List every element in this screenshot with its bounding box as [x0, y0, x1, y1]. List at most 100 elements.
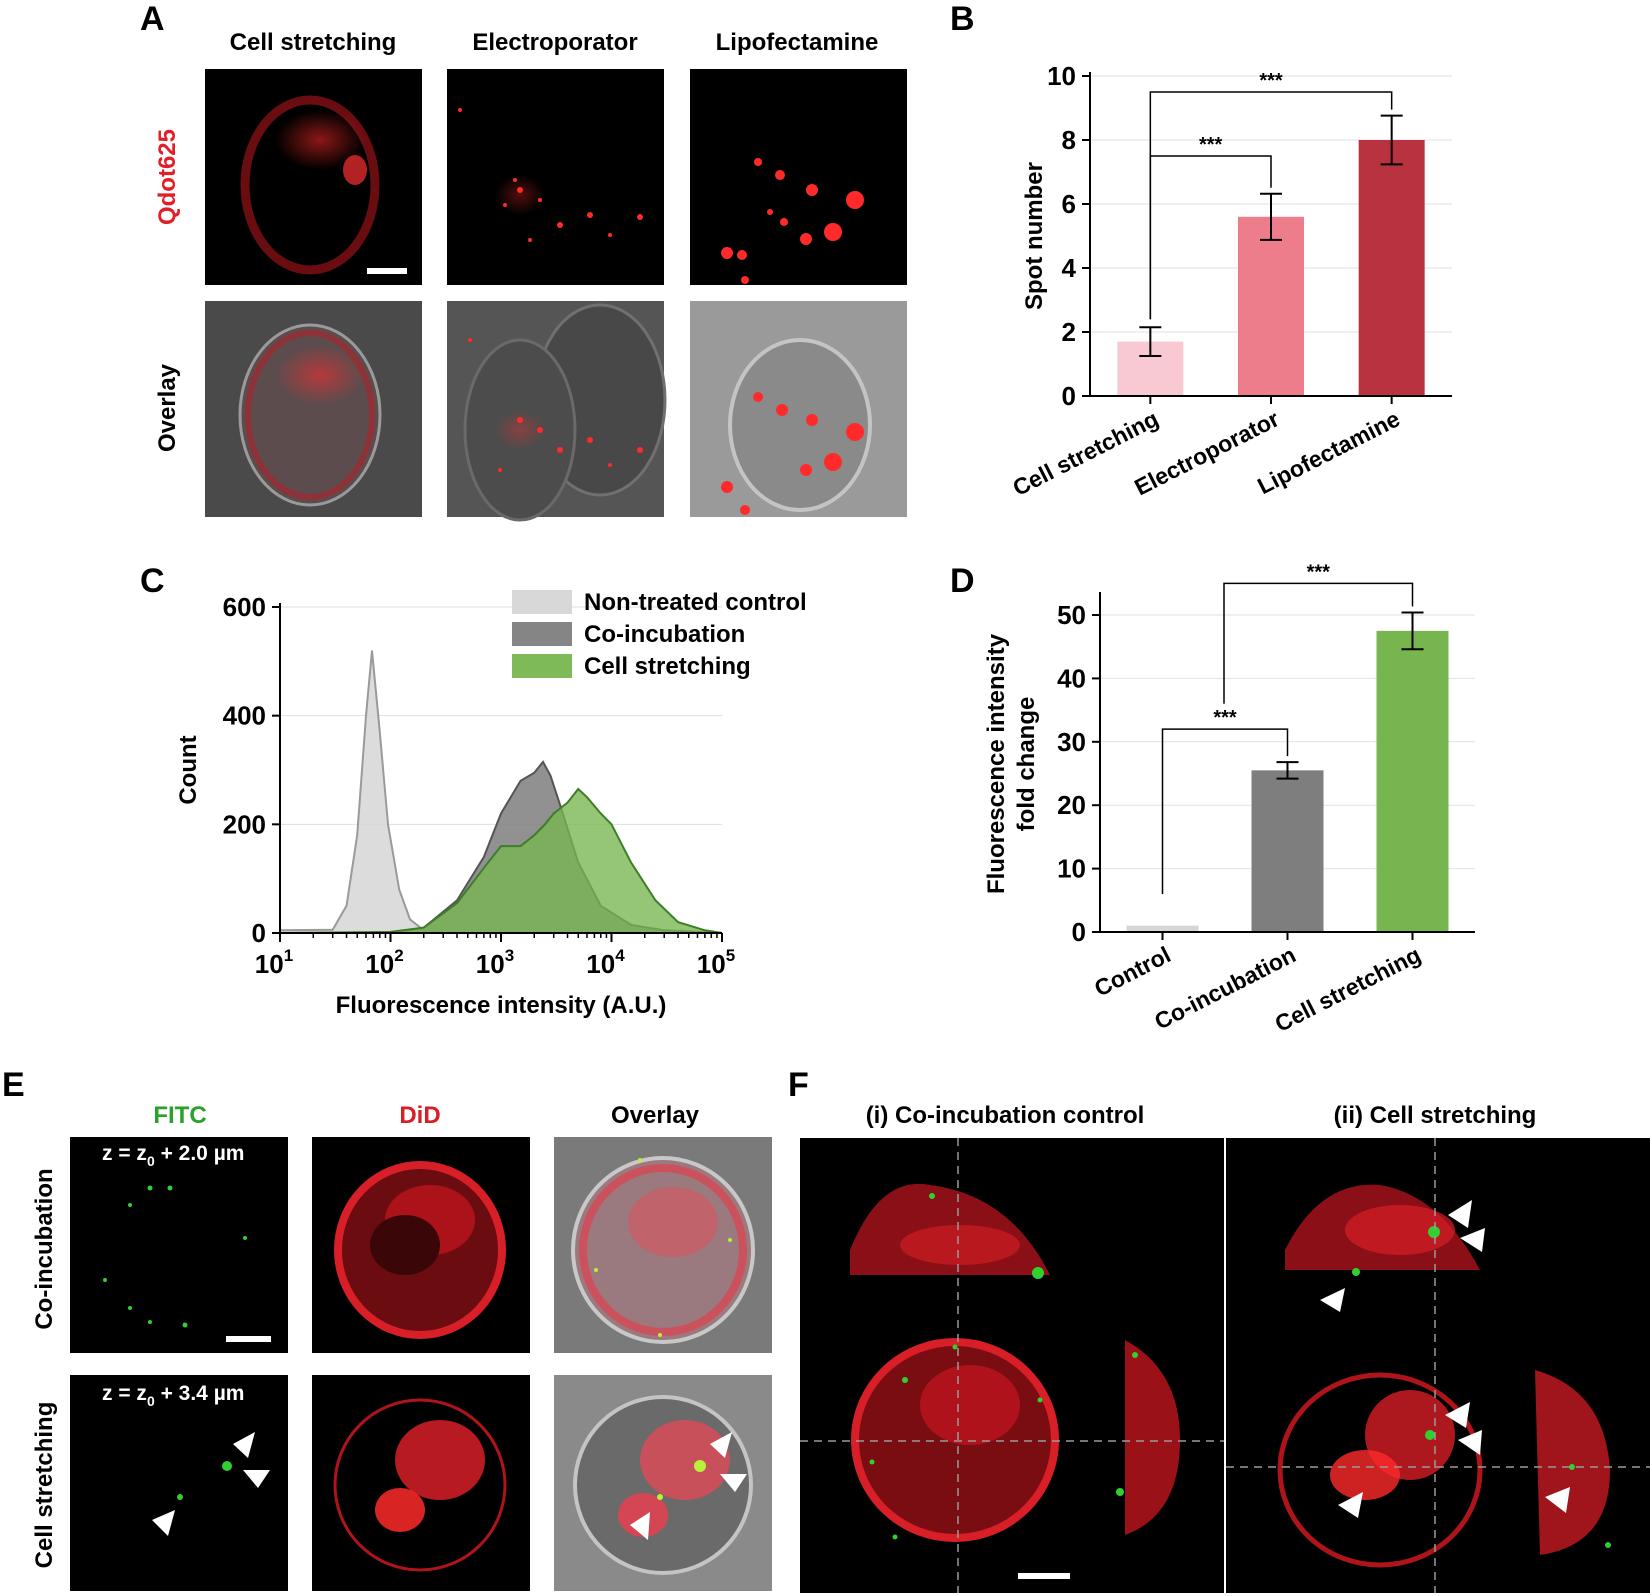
panel-a-row-title-overlay: Overlay: [154, 363, 181, 452]
panel-f-title-2: (ii) Cell stretching: [1334, 1102, 1537, 1129]
y-tick-label: 30: [1057, 727, 1086, 757]
histogram-series-area: [279, 787, 723, 934]
bar: [1358, 140, 1425, 396]
scale-bar: [1018, 1573, 1070, 1579]
micrograph-e-stretch-did: [312, 1375, 530, 1591]
legend-swatch: [512, 654, 572, 678]
bar: [1126, 925, 1199, 932]
arrowhead-icon: [1448, 1200, 1472, 1228]
arrowhead-icon: [1320, 1288, 1345, 1312]
y-axis-title: Count: [175, 735, 202, 804]
x-tick-label: 101: [255, 946, 293, 979]
panel-letter-d: D: [950, 562, 975, 600]
significance-bracket: [1161, 728, 1289, 894]
panel-letter-b: B: [950, 0, 975, 38]
y-tick-label: 4: [1062, 253, 1077, 283]
panel-f: (i) Co-incubation control (ii) Cell stre…: [800, 1102, 1650, 1593]
panel-a-col-title-2: Electroporator: [472, 29, 637, 56]
micrograph-a-stretch-qdot: [205, 69, 422, 285]
significance-bracket: [1223, 582, 1414, 704]
arrowhead-icon: [1338, 1492, 1363, 1518]
arrowhead-icon: [1458, 1430, 1482, 1455]
arrowhead-icon: [720, 1474, 747, 1492]
y-tick-label: 400: [223, 701, 266, 731]
significance-label: ***: [1213, 707, 1237, 729]
arrowhead-icon: [1460, 1228, 1485, 1252]
z-label-2: z = z0 + 3.4 µm: [102, 1382, 244, 1409]
legend-swatch: [512, 622, 572, 646]
arrowhead-icon: [243, 1470, 270, 1488]
y-axis-title-line-1: Fluorescence intensity: [983, 633, 1010, 894]
bar: [1238, 216, 1304, 396]
y-tick-label: 8: [1062, 125, 1076, 155]
y-tick-label: 10: [1057, 854, 1086, 884]
z-label-1: z = z0 + 2.0 µm: [102, 1142, 244, 1169]
micrograph-e-stretch-overlay: [554, 1375, 772, 1591]
panel-letter-f: F: [788, 1066, 809, 1104]
bar: [1251, 770, 1324, 932]
panel-a-row-title-qdot: Qdot625: [154, 129, 181, 225]
scale-bar: [226, 1336, 271, 1342]
y-tick-label: 0: [1062, 381, 1076, 411]
micrograph-a-stretch-overlay: [205, 301, 422, 517]
x-axis-title: Fluorescence intensity (A.U.): [336, 992, 667, 1019]
arrowhead-icon: [630, 1512, 650, 1540]
panel-e: FITC DiD Overlay Co-incubation Cell stre…: [31, 1102, 772, 1591]
panel-e-row-title-stretch: Cell stretching: [31, 1402, 58, 1569]
y-tick-label: 0: [252, 918, 266, 948]
panel-letter-c: C: [140, 562, 165, 600]
y-tick-label: 200: [223, 809, 266, 839]
micrograph-e-coinc-did: [312, 1137, 530, 1353]
significance-bracket: [1149, 91, 1393, 320]
panel-f-title-1: (i) Co-incubation control: [866, 1102, 1145, 1129]
panel-e-row-title-coinc: Co-incubation: [31, 1168, 58, 1329]
y-tick-label: 10: [1047, 61, 1076, 91]
y-axis-title-line-2: fold change: [1013, 697, 1040, 832]
panel-e-col-title-overlay: Overlay: [611, 1102, 700, 1129]
bar: [1376, 630, 1449, 932]
y-tick-label: 20: [1057, 790, 1086, 820]
x-tick-label: 102: [365, 946, 403, 979]
x-tick-label: 105: [697, 946, 735, 979]
y-tick-label: 6: [1062, 189, 1076, 219]
x-category-label: Control: [1090, 941, 1175, 1001]
micrograph-a-electro-overlay: [447, 301, 667, 522]
y-tick-label: 40: [1057, 663, 1086, 693]
y-axis-title: Spot number: [1021, 162, 1048, 310]
legend-label: Cell stretching: [584, 653, 751, 680]
significance-label: ***: [1259, 70, 1283, 92]
y-tick-label: 600: [223, 592, 266, 622]
panel-c-chart: 0 200 400 600 101 102 103 104 105 Fluorescence in…: [175, 589, 807, 1019]
ortho-view-stretch: [1226, 1138, 1650, 1593]
panel-a-col-title-1: Cell stretching: [230, 29, 397, 56]
micrograph-e-stretch-fitc: z = z0 + 3.4 µm: [70, 1375, 288, 1591]
legend-label: Non-treated control: [584, 589, 807, 616]
micrograph-e-coinc-overlay: [554, 1137, 772, 1353]
arrowhead-icon: [710, 1432, 732, 1458]
y-tick-label: 2: [1062, 317, 1076, 347]
micrograph-a-lipo-qdot: [690, 69, 907, 285]
scale-bar: [367, 268, 407, 274]
x-tick-label: 103: [476, 946, 514, 979]
micrograph-e-coinc-fitc: z = z0 + 2.0 µm: [70, 1137, 288, 1353]
panel-a: Cell stretching Electroporator Lipofecta…: [154, 29, 907, 522]
panel-e-col-title-fitc: FITC: [153, 1102, 206, 1129]
legend-label: Co-incubation: [584, 621, 745, 648]
y-tick-label: 50: [1057, 600, 1086, 630]
arrowhead-icon: [1545, 1487, 1570, 1513]
arrowhead-icon: [233, 1432, 255, 1458]
micrograph-a-lipo-overlay: [690, 301, 907, 517]
legend-swatch: [512, 590, 572, 614]
x-tick-label: 104: [586, 946, 625, 979]
panel-letter-e: E: [2, 1066, 25, 1104]
y-tick-label: 0: [1072, 917, 1086, 947]
arrowhead-icon: [152, 1510, 175, 1536]
micrograph-a-electro-qdot: [447, 69, 664, 285]
histogram-series-area: [279, 650, 445, 934]
panel-letter-a: A: [140, 0, 165, 38]
ortho-view-coinc: [800, 1138, 1224, 1593]
legend: Non-treated control Co-incubation Cell str…: [512, 589, 807, 680]
